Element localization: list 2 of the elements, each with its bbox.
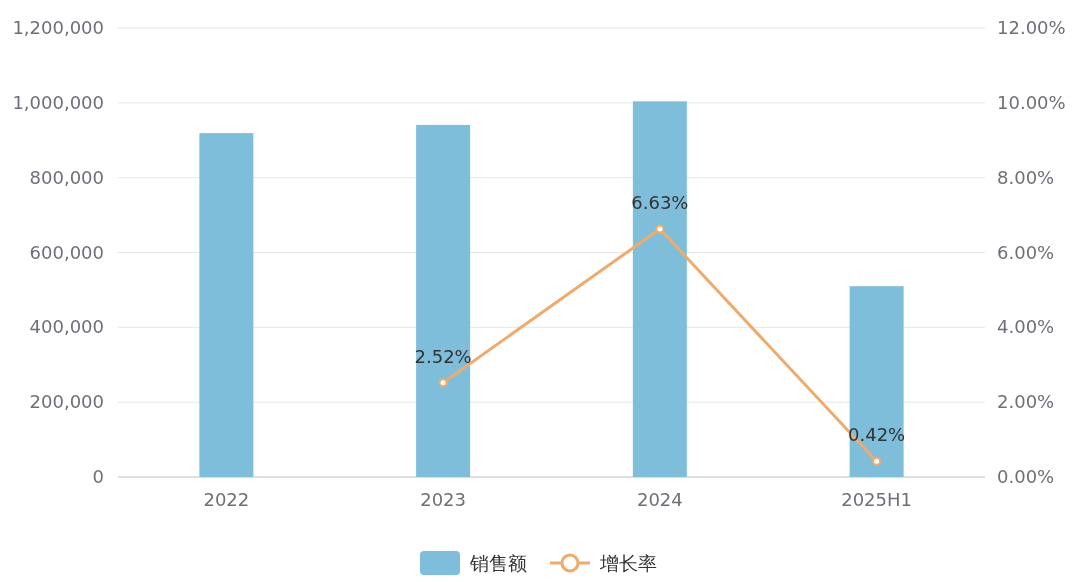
legend-label: 销售额 (469, 552, 527, 574)
legend-label: 增长率 (599, 552, 657, 574)
